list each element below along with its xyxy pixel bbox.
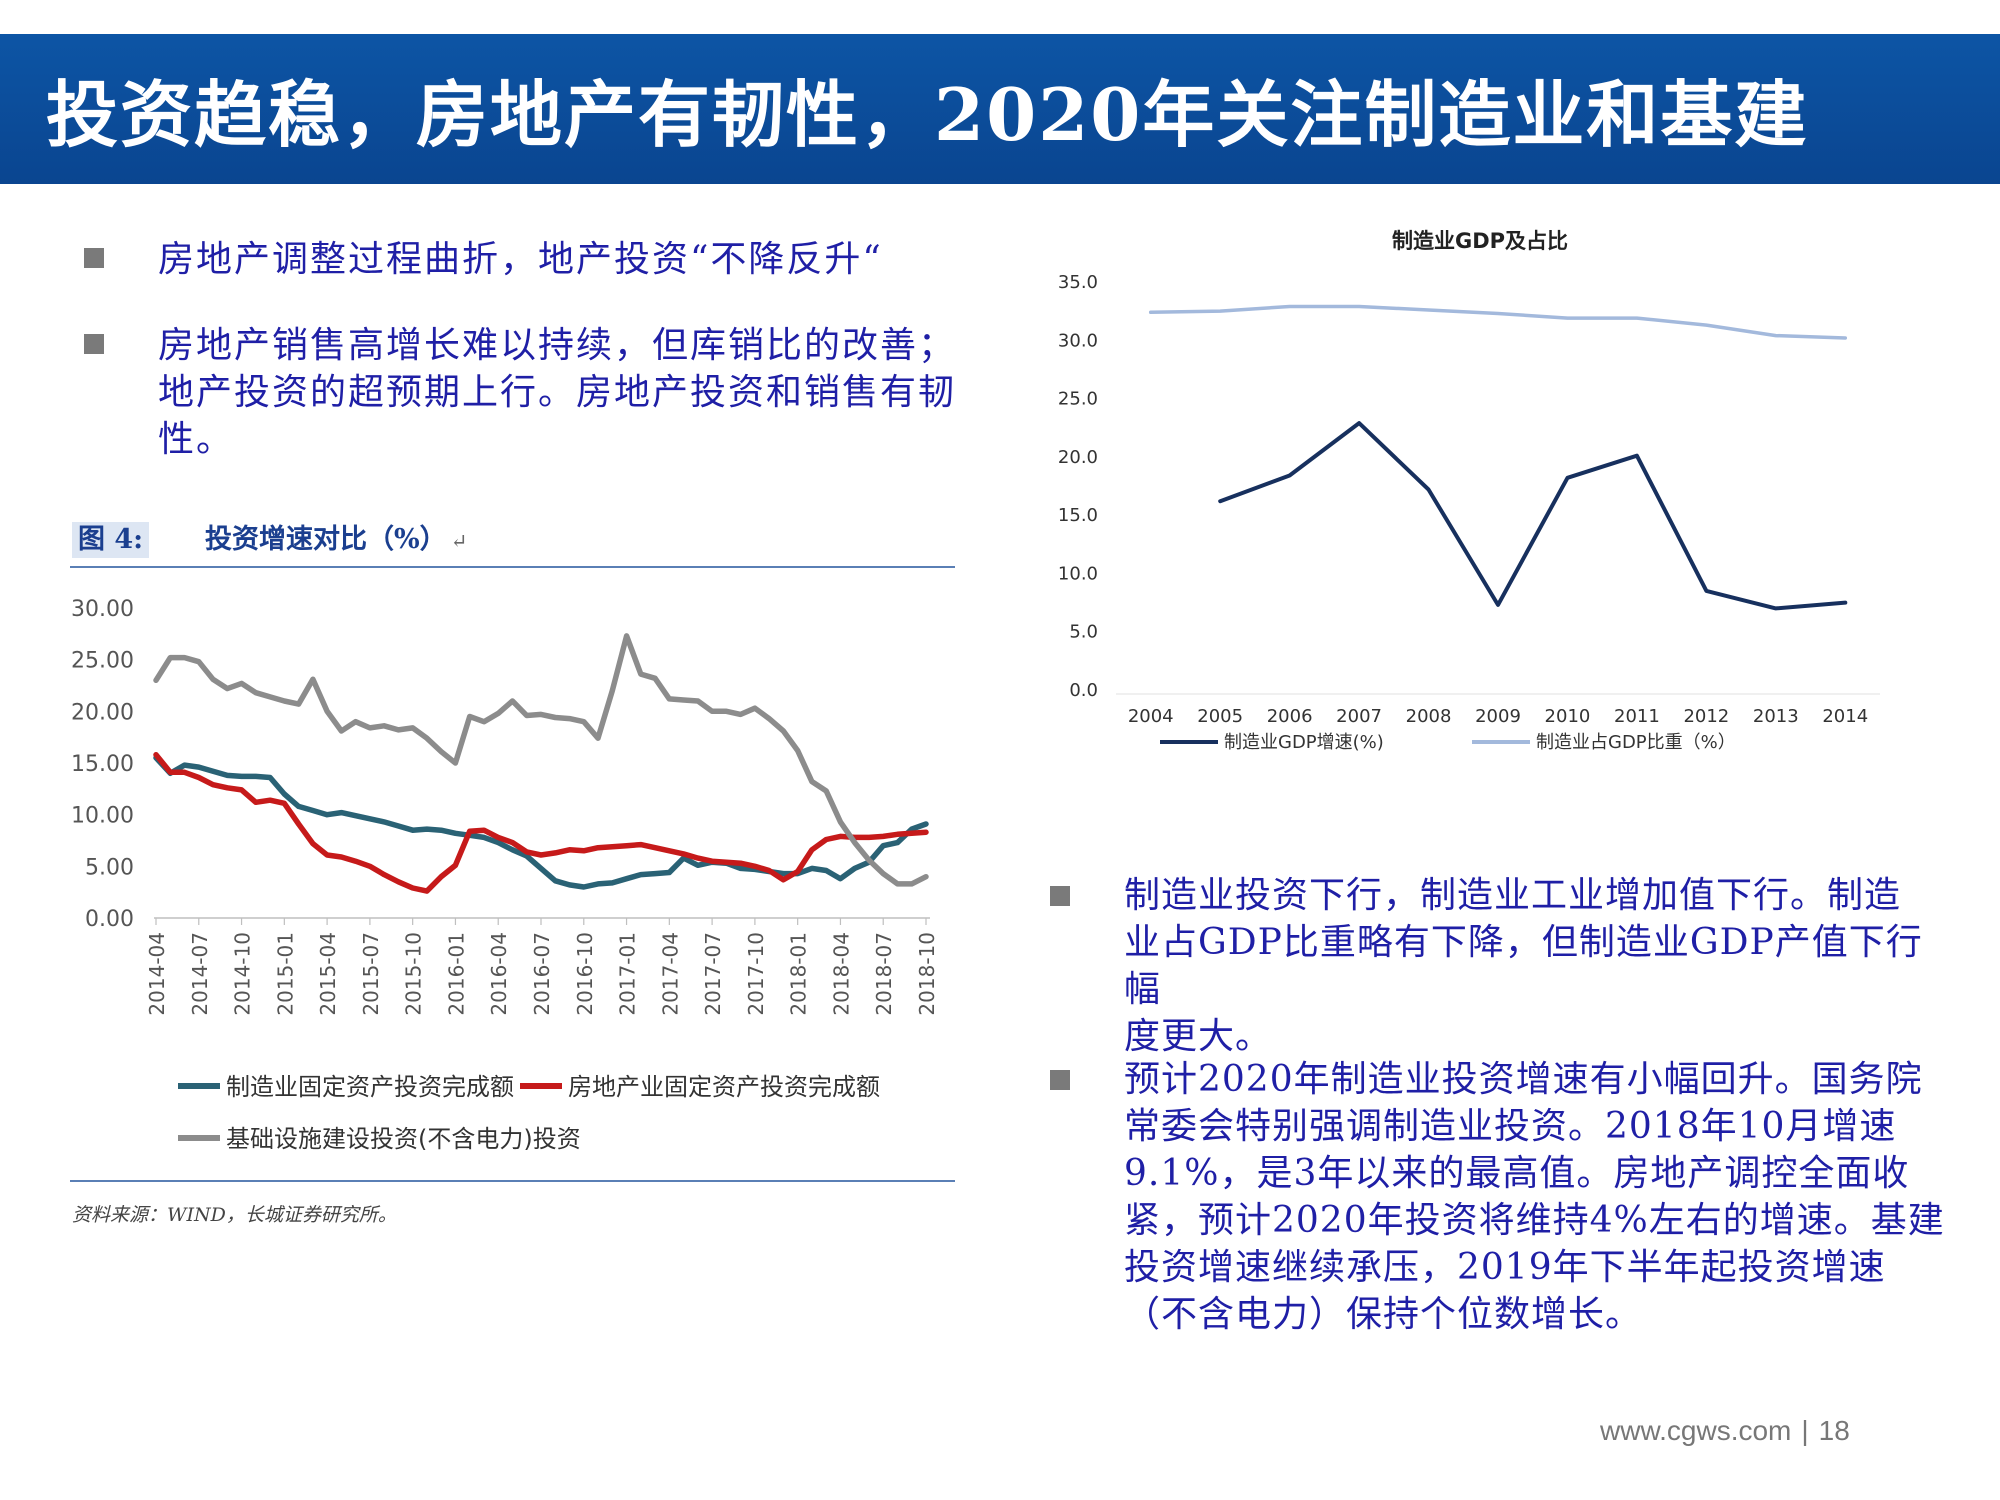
bullet-line: 房地产调整过程曲折，地产投资“不降反升“ bbox=[158, 239, 883, 280]
page-number: 18 bbox=[1818, 1415, 1850, 1446]
legend-label: 制造业固定资产投资完成额 bbox=[226, 1073, 514, 1101]
x-tick-label: 2010 bbox=[1545, 706, 1591, 727]
bullet-line: 性。 bbox=[158, 419, 235, 460]
x-tick-label: 2009 bbox=[1475, 706, 1521, 727]
bullet-line: 业占GDP比重略有下降，但制造业GDP产值下行幅 bbox=[1124, 922, 1923, 1010]
bullet-square-icon bbox=[1050, 1070, 1070, 1090]
bullet-line: 紧，预计2020年投资将维持4%左右的增速。基建 bbox=[1124, 1200, 1945, 1241]
figure-title: 投资增速对比（%） ↵ bbox=[205, 522, 467, 559]
right-bullet-1: 制造业投资下行，制造业工业增加值下行。制造 业占GDP比重略有下降，但制造业GD… bbox=[1050, 872, 1950, 1057]
x-tick-label: 2016-01 bbox=[444, 932, 468, 1016]
bullet-line: 投资增速继续承压，2019年下半年起投资增速 bbox=[1124, 1247, 1886, 1288]
x-tick-label: 2004 bbox=[1128, 706, 1174, 727]
x-tick-label: 2015-01 bbox=[273, 932, 297, 1016]
x-tick-label: 2008 bbox=[1406, 706, 1452, 727]
x-tick-label: 2007 bbox=[1336, 706, 1382, 727]
y-tick-label: 10.0 bbox=[1058, 563, 1098, 584]
x-tick-label: 2015-07 bbox=[359, 932, 383, 1016]
bullet-line: 预计2020年制造业投资增速有小幅回升。国务院 bbox=[1124, 1059, 1923, 1100]
y-tick-label: 0.0 bbox=[1069, 680, 1098, 701]
y-tick-label: 30.0 bbox=[1058, 330, 1098, 351]
bullet-line: 地产投资的超预期上行。房地产投资和销售有韧 bbox=[158, 372, 957, 413]
figure-source: 资料来源：WIND，长城证券研究所。 bbox=[72, 1204, 397, 1226]
x-tick-label: 2014-07 bbox=[188, 932, 212, 1016]
x-tick-label: 2016-10 bbox=[573, 932, 597, 1016]
x-tick-label: 2017-01 bbox=[616, 932, 640, 1016]
footer-separator: | bbox=[1801, 1415, 1809, 1446]
y-tick-label: 5.0 bbox=[1069, 622, 1098, 643]
y-tick-label: 25.00 bbox=[71, 649, 134, 674]
x-tick-label: 2018-04 bbox=[829, 932, 853, 1016]
figure-caption: 图 4: 投资增速对比（%） ↵ bbox=[70, 520, 955, 568]
footer-url[interactable]: www.cgws.com bbox=[1600, 1415, 1792, 1446]
bullet-line: 9.1%，是3年以来的最高值。房地产调控全面收 bbox=[1124, 1153, 1910, 1194]
bullet-line: 度更大。 bbox=[1124, 1016, 1273, 1057]
bullet-line: 房地产销售高增长难以持续，但库销比的改善； bbox=[158, 325, 957, 366]
series-line-gdp_share bbox=[1148, 304, 1848, 340]
left-bullet-2: 房地产销售高增长难以持续，但库销比的改善； 地产投资的超预期上行。房地产投资和销… bbox=[84, 322, 984, 472]
y-tick-label: 15.00 bbox=[71, 752, 134, 777]
legend-label: 房地产业固定资产投资完成额 bbox=[568, 1073, 880, 1101]
y-tick-label: 15.0 bbox=[1058, 505, 1098, 526]
figure-bottom-rule bbox=[70, 1180, 955, 1182]
x-tick-label: 2006 bbox=[1267, 706, 1313, 727]
x-tick-label: 2017-04 bbox=[658, 932, 682, 1016]
x-tick-label: 2018-07 bbox=[872, 932, 896, 1016]
figure-title-text: 投资增速对比（%） bbox=[205, 524, 447, 555]
series-line-infrastructure bbox=[153, 633, 929, 887]
legend-label: 基础设施建设投资(不含电力)投资 bbox=[226, 1125, 581, 1153]
investment-growth-chart: 0.00 5.00 10.00 15.00 20.00 25.00 30.00 2014-0… bbox=[71, 597, 939, 1153]
y-tick-label: 0.00 bbox=[85, 907, 134, 932]
title-bar: 投资趋稳，房地产有韧性，2020年关注制造业和基建 bbox=[0, 34, 2000, 184]
y-tick-label: 35.0 bbox=[1058, 272, 1098, 293]
right-bullet-2: 预计2020年制造业投资增速有小幅回升。国务院 常委会特别强调制造业投资。201… bbox=[1050, 1056, 1950, 1346]
x-tick-label: 2017-10 bbox=[744, 932, 768, 1016]
bullet-square-icon bbox=[1050, 886, 1070, 906]
bullet-square-icon bbox=[84, 334, 104, 354]
legend-label: 制造业占GDP比重（%） bbox=[1536, 732, 1736, 753]
page-title: 投资趋稳，房地产有韧性，2020年关注制造业和基建 bbox=[46, 72, 1809, 157]
x-tick-label: 2018-10 bbox=[915, 932, 939, 1016]
manufacturing-gdp-chart: 制造业GDP及占比 0.0 5.0 10.0 15.0 20.0 25.0 30.0 35.0… bbox=[1058, 229, 1880, 753]
y-tick-label: 20.0 bbox=[1058, 447, 1098, 468]
x-tick-label: 2016-07 bbox=[530, 932, 554, 1016]
bullet-line: 常委会特别强调制造业投资。2018年10月增速 bbox=[1124, 1106, 1897, 1147]
bullet-line: 制造业投资下行，制造业工业增加值下行。制造 bbox=[1124, 875, 1902, 916]
x-tick-label: 2017-07 bbox=[701, 932, 725, 1016]
figure-label: 图 4: bbox=[72, 522, 150, 558]
x-tick-label: 2012 bbox=[1683, 706, 1729, 727]
y-tick-label: 25.0 bbox=[1058, 389, 1098, 410]
x-tick-label: 2015-10 bbox=[402, 932, 426, 1016]
x-tick-label: 2014-10 bbox=[231, 932, 255, 1016]
x-tick-label: 2014-04 bbox=[145, 932, 169, 1016]
series-line-real_estate bbox=[153, 751, 929, 894]
x-tick-label: 2016-04 bbox=[487, 932, 511, 1016]
series-line-gdp_growth bbox=[1218, 421, 1848, 611]
x-tick-label: 2014 bbox=[1822, 706, 1868, 727]
y-tick-label: 10.00 bbox=[71, 804, 134, 829]
x-tick-label: 2011 bbox=[1614, 706, 1660, 727]
x-tick-label: 2005 bbox=[1197, 706, 1243, 727]
footer: www.cgws.com | 18 bbox=[1600, 1415, 1850, 1447]
legend-label: 制造业GDP增速(%) bbox=[1224, 732, 1384, 753]
x-tick-label: 2018-01 bbox=[787, 932, 811, 1016]
y-tick-label: 30.00 bbox=[71, 597, 134, 622]
chart-title: 制造业GDP及占比 bbox=[1392, 229, 1568, 253]
x-tick-label: 2013 bbox=[1753, 706, 1799, 727]
bullet-square-icon bbox=[84, 248, 104, 268]
y-tick-label: 20.00 bbox=[71, 700, 134, 725]
x-tick-label: 2015-04 bbox=[316, 932, 340, 1016]
return-mark-icon: ↵ bbox=[450, 529, 468, 553]
bullet-line: （不含电力）保持个位数增长。 bbox=[1124, 1294, 1643, 1335]
y-tick-label: 5.00 bbox=[85, 855, 134, 880]
left-bullet-1: 房地产调整过程曲折，地产投资“不降反升“ bbox=[84, 236, 984, 296]
